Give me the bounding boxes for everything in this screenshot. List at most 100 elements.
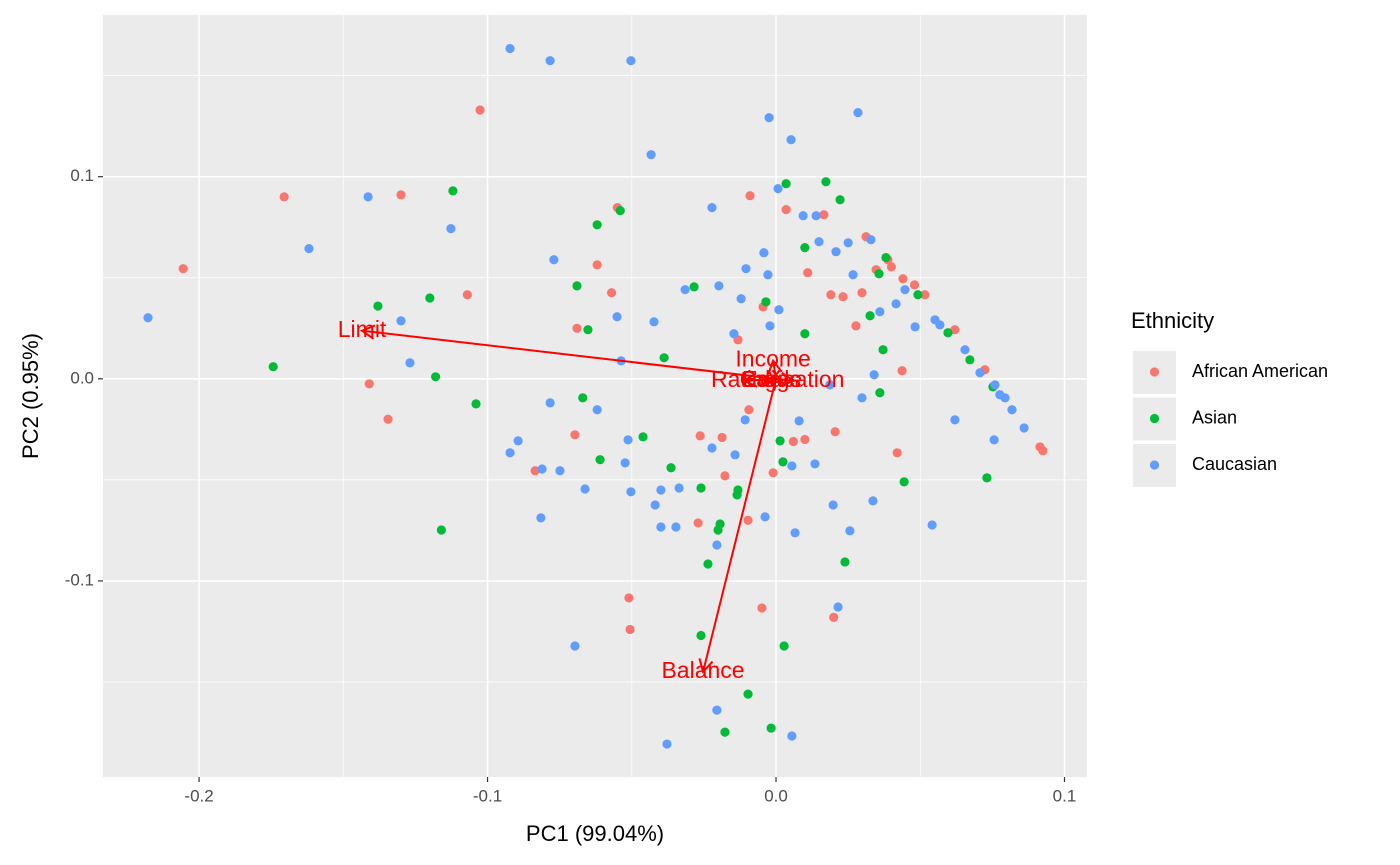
point	[730, 450, 740, 460]
point	[900, 285, 910, 295]
point	[989, 435, 999, 445]
point	[693, 518, 703, 528]
point	[819, 210, 829, 220]
point	[695, 431, 705, 441]
point	[431, 372, 441, 382]
point	[843, 238, 853, 248]
point	[720, 727, 730, 737]
point	[829, 612, 839, 622]
point	[960, 345, 970, 355]
point	[436, 525, 446, 535]
point	[825, 380, 835, 390]
point	[800, 243, 810, 253]
point	[764, 113, 774, 123]
legend-label: Caucasian	[1192, 454, 1277, 474]
loading-label: Balance	[661, 657, 744, 683]
point	[537, 464, 547, 474]
point	[765, 321, 775, 331]
point	[570, 430, 580, 440]
point	[761, 297, 771, 307]
point	[1019, 423, 1029, 433]
point	[826, 290, 836, 300]
point	[760, 512, 770, 522]
point	[788, 436, 798, 447]
loadings: LimitBalanceIncomeRatingCardsAgeEducatio…	[338, 316, 845, 683]
y-tick-label: 0.1	[70, 166, 94, 185]
point	[743, 689, 753, 699]
point	[891, 299, 901, 309]
point	[866, 235, 876, 245]
point	[626, 487, 636, 497]
point	[787, 731, 797, 741]
point	[853, 108, 863, 118]
panel	[103, 15, 1087, 777]
point	[712, 705, 722, 715]
point	[364, 379, 374, 389]
point	[935, 320, 945, 330]
loading-label: Income	[735, 346, 810, 372]
point	[425, 293, 435, 303]
point	[910, 322, 920, 332]
point	[462, 290, 472, 300]
point	[845, 526, 855, 536]
point	[744, 405, 754, 415]
point	[775, 436, 785, 446]
point	[638, 432, 648, 442]
loading-arrow	[359, 324, 777, 380]
point	[741, 264, 751, 274]
y-axis-title: PC2 (0.95%)	[18, 333, 43, 459]
point	[650, 500, 660, 510]
y-tick-label: -0.1	[65, 570, 94, 589]
point	[875, 388, 885, 398]
point	[475, 105, 485, 115]
point	[363, 192, 373, 202]
point	[811, 211, 821, 221]
point	[383, 414, 393, 424]
point	[874, 269, 884, 279]
point	[794, 416, 804, 426]
point	[545, 56, 555, 66]
point	[592, 260, 602, 270]
point	[530, 466, 540, 476]
point	[759, 248, 769, 258]
point	[304, 244, 314, 254]
x-tick-label: -0.2	[184, 786, 213, 805]
legend-marker	[1149, 460, 1160, 470]
point	[1007, 405, 1017, 415]
point	[471, 399, 481, 409]
loading-label: Rating	[711, 366, 777, 392]
point	[927, 520, 937, 530]
point	[897, 366, 907, 376]
point	[798, 211, 808, 221]
point	[781, 179, 791, 189]
point	[833, 602, 843, 612]
point	[714, 281, 724, 291]
point	[268, 362, 278, 372]
point	[707, 443, 717, 453]
point	[1038, 446, 1048, 456]
point	[405, 358, 415, 368]
point	[781, 205, 791, 215]
point	[612, 312, 622, 322]
point	[720, 471, 730, 481]
point	[583, 325, 593, 335]
point	[810, 459, 820, 469]
point	[646, 150, 656, 160]
grid	[103, 15, 1087, 777]
point	[943, 328, 953, 338]
point	[624, 593, 634, 603]
point	[787, 461, 797, 471]
point	[757, 603, 767, 613]
point	[881, 252, 891, 263]
point	[448, 186, 458, 196]
x-tick-label: 0.0	[764, 786, 788, 805]
point	[446, 224, 456, 234]
point	[536, 513, 546, 523]
point	[696, 630, 706, 641]
point	[666, 463, 676, 473]
point	[790, 528, 800, 538]
legend-title: Ethnicity	[1131, 308, 1214, 333]
point	[743, 515, 753, 525]
loading-label: Limit	[338, 316, 387, 342]
